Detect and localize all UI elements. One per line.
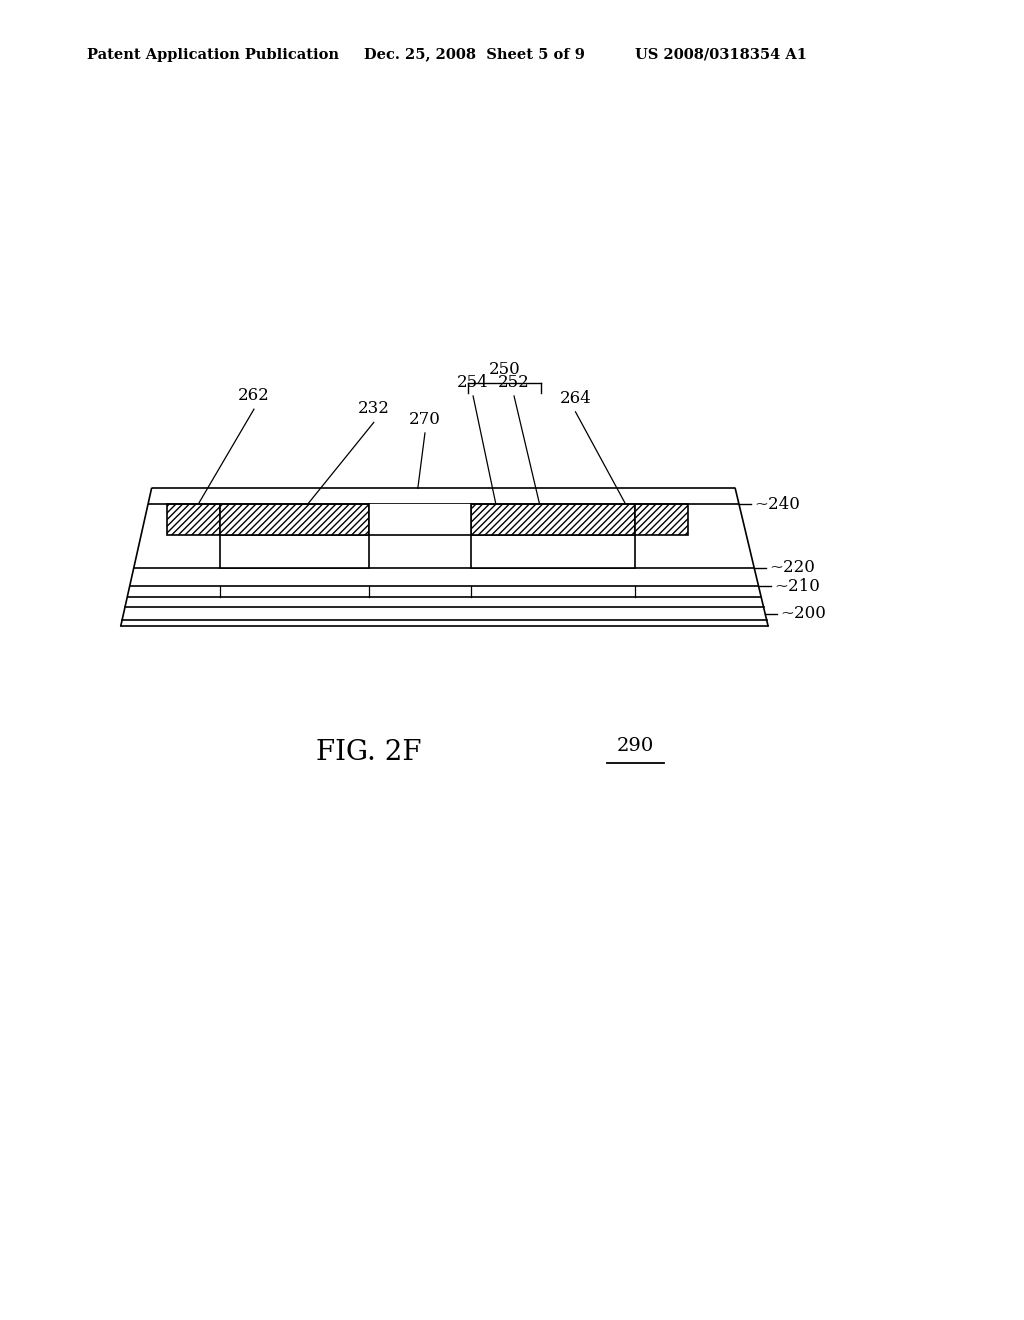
Bar [471,504,635,535]
Text: 250: 250 [488,360,520,378]
Bar [167,504,220,535]
Text: 262: 262 [238,387,270,404]
Polygon shape [127,586,761,597]
Polygon shape [130,568,759,586]
Text: US 2008/0318354 A1: US 2008/0318354 A1 [635,48,807,62]
Bar [635,504,688,535]
Text: 252: 252 [498,374,530,391]
Bar [471,535,635,568]
Text: Patent Application Publication: Patent Application Publication [87,48,339,62]
Text: 254: 254 [457,374,489,391]
Text: ~210: ~210 [774,578,820,594]
Text: FIG. 2F: FIG. 2F [315,739,422,766]
Text: 264: 264 [559,389,592,407]
Polygon shape [121,607,768,626]
Text: Dec. 25, 2008  Sheet 5 of 9: Dec. 25, 2008 Sheet 5 of 9 [364,48,585,62]
Bar [369,504,471,535]
Bar [220,504,369,535]
Polygon shape [125,597,764,607]
Text: 232: 232 [357,400,390,417]
Text: ~220: ~220 [769,560,815,576]
Text: 270: 270 [409,411,441,428]
Bar [220,535,369,568]
Text: ~240: ~240 [755,496,800,512]
Text: ~200: ~200 [780,606,826,622]
Polygon shape [148,488,739,504]
Text: 290: 290 [616,737,653,755]
